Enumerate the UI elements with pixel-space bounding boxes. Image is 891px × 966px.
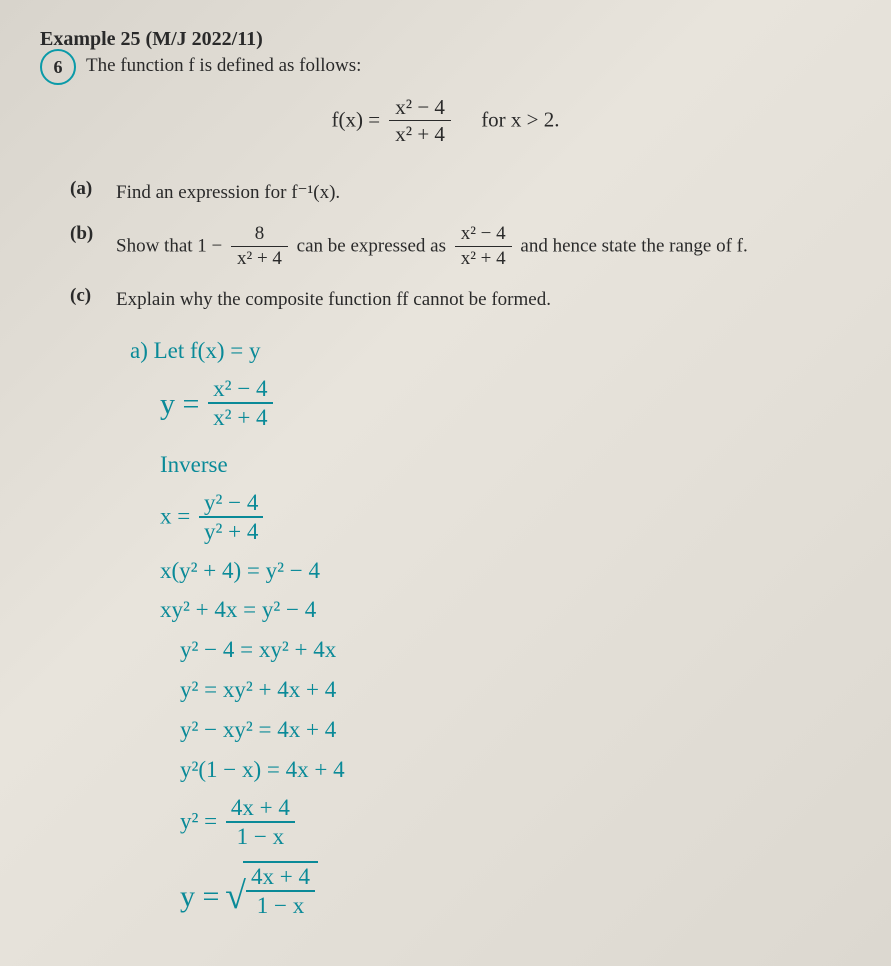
- formula-lhs: f(x) =: [331, 108, 380, 132]
- handwritten-working: a) Let f(x) = y y = x² − 4 x² + 4 Invers…: [130, 336, 851, 920]
- part-b-label: (b): [70, 223, 100, 245]
- part-b-frac1: 8 x² + 4: [231, 223, 288, 271]
- part-b-frac1-den: x² + 4: [231, 247, 288, 272]
- hw-frac1-num: x² − 4: [208, 376, 272, 404]
- question-stem: The function f is defined as follows:: [86, 53, 361, 77]
- part-b-middle: can be expressed as: [297, 235, 446, 256]
- part-b-frac1-num: 8: [231, 223, 288, 247]
- hw-frac9: 4x + 4 1 − x: [226, 795, 295, 851]
- hw-line5: y² − 4 = xy² + 4x: [180, 635, 851, 665]
- formula-fraction: x² − 4 x² + 4: [389, 95, 451, 148]
- hw-frac9-num: 4x + 4: [226, 795, 295, 823]
- part-b-suffix: and hence state the range of f.: [520, 235, 747, 256]
- hw-a-label: a) Let f(x) = y: [130, 336, 851, 366]
- example-header: Example 25 (M/J 2022/11): [40, 28, 851, 51]
- hw-x-lhs: x =: [160, 503, 190, 528]
- part-b-frac2-den: x² + 4: [455, 247, 512, 272]
- part-c: (c) Explain why the composite function f…: [70, 285, 851, 315]
- hw-line6: y² = xy² + 4x + 4: [180, 675, 851, 705]
- hw-line10-lhs: y =: [180, 880, 219, 913]
- hw-line9: y² = 4x + 4 1 − x: [180, 795, 851, 851]
- hw-frac9-den: 1 − x: [226, 823, 295, 851]
- hw-line10: y = √ 4x + 4 1 − x: [180, 861, 851, 920]
- part-b: (b) Show that 1 − 8 x² + 4 can be expres…: [70, 223, 851, 271]
- part-a: (a) Find an expression for f⁻¹(x).: [70, 178, 851, 208]
- hw-frac1-den: x² + 4: [208, 404, 272, 432]
- part-b-text: Show that 1 − 8 x² + 4 can be expressed …: [116, 223, 851, 271]
- sqrt-icon: √: [225, 885, 246, 908]
- hw-frac2-den: y² + 4: [199, 518, 263, 546]
- hw-line8: y²(1 − x) = 4x + 4: [180, 755, 851, 785]
- hw-line-x-eq: x = y² − 4 y² + 4: [160, 490, 851, 546]
- part-c-label: (c): [70, 285, 100, 307]
- hw-frac10-den: 1 − x: [246, 892, 315, 920]
- hw-line4: xy² + 4x = y² − 4: [160, 595, 851, 625]
- hw-line9-lhs: y² =: [180, 808, 217, 833]
- hw-line3: x(y² + 4) = y² − 4: [160, 556, 851, 586]
- hw-line-y-eq: y = x² − 4 x² + 4: [160, 376, 851, 432]
- hw-y-symbol: y =: [160, 387, 199, 420]
- hw-frac1: x² − 4 x² + 4: [208, 376, 272, 432]
- part-b-prefix: Show that 1 −: [116, 235, 222, 256]
- part-c-text: Explain why the composite function ff ca…: [116, 285, 851, 315]
- hw-frac10-num: 4x + 4: [246, 864, 315, 892]
- part-b-frac2-num: x² − 4: [455, 223, 512, 247]
- hw-inverse-label: Inverse: [160, 450, 851, 480]
- hw-sqrt: √ 4x + 4 1 − x: [225, 861, 318, 920]
- question-number-circle: 6: [40, 49, 76, 85]
- part-a-text: Find an expression for f⁻¹(x).: [116, 178, 851, 208]
- hw-line7: y² − xy² = 4x + 4: [180, 715, 851, 745]
- hw-frac10: 4x + 4 1 − x: [246, 864, 315, 920]
- parts-list: (a) Find an expression for f⁻¹(x). (b) S…: [70, 178, 851, 315]
- formula-denominator: x² + 4: [389, 121, 451, 148]
- hw-frac2-num: y² − 4: [199, 490, 263, 518]
- function-definition: f(x) = x² − 4 x² + 4 for x > 2.: [40, 95, 851, 148]
- formula-numerator: x² − 4: [389, 95, 451, 121]
- part-a-label: (a): [70, 178, 100, 200]
- part-b-frac2: x² − 4 x² + 4: [455, 223, 512, 271]
- hw-frac2: y² − 4 y² + 4: [199, 490, 263, 546]
- formula-condition: for x > 2.: [481, 108, 559, 132]
- question-row: 6 The function f is defined as follows:: [40, 53, 851, 85]
